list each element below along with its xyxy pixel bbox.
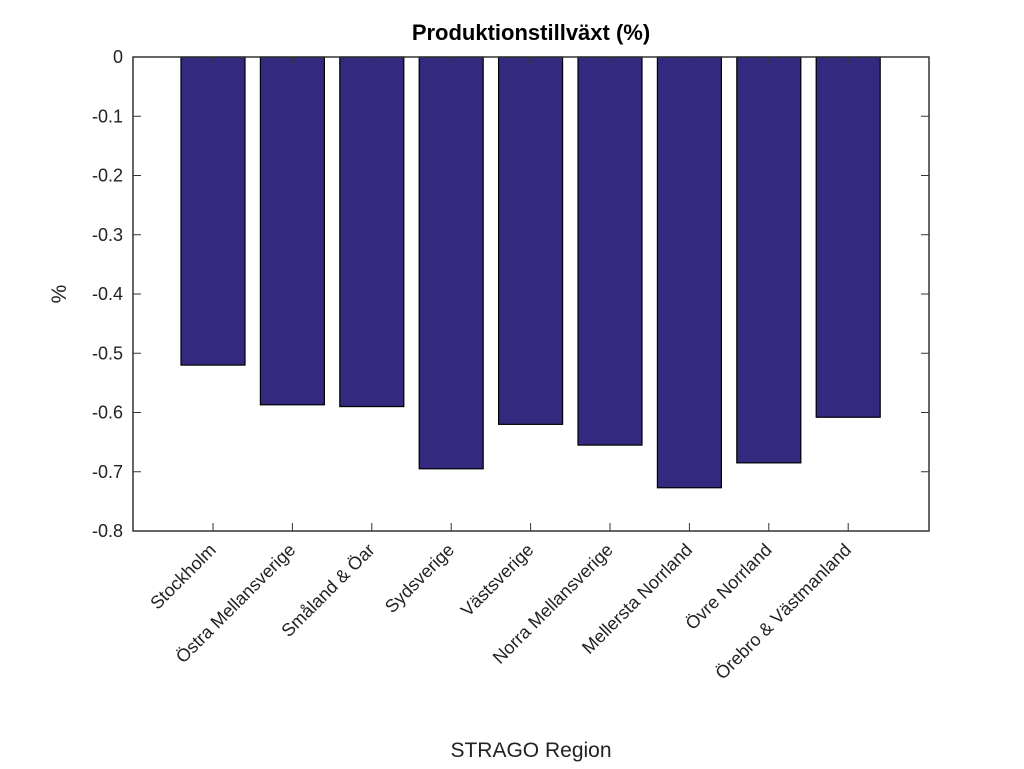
x-axis-label: STRAGO Region [450,739,611,762]
bar [180,56,246,366]
x-tick-label: Örebro & Västmanland [711,540,855,684]
x-tick-label: Västsverige [457,540,538,621]
bar [577,56,643,446]
y-axis-ticks: 0 -0.1 -0.2 -0.3 -0.4 -0.5 -0.6 -0.7 -0.8 [92,47,929,541]
y-tick-label: -0.2 [92,166,123,186]
y-tick-label: -0.4 [92,284,123,304]
bar [418,56,484,470]
y-axis-label: % [48,285,71,304]
bar [736,56,802,464]
x-tick-label: Sydsverige [381,540,458,617]
y-tick-label: -0.8 [92,521,123,541]
bar [339,56,405,408]
bar [259,56,325,406]
y-tick-label: 0 [113,47,123,67]
y-tick-label: -0.3 [92,225,123,245]
bars-group [180,56,881,489]
plot-border [132,56,930,532]
y-tick-label: -0.5 [92,343,123,363]
bar [815,56,881,418]
bar [656,56,723,489]
y-tick-label: -0.1 [92,106,123,126]
y-tick-label: -0.6 [92,403,123,423]
y-tick-label: -0.7 [92,462,123,482]
bar [498,56,564,425]
chart-title: Produktionstillväxt (%) [412,20,650,45]
x-tick-label: Stockholm [146,540,220,614]
